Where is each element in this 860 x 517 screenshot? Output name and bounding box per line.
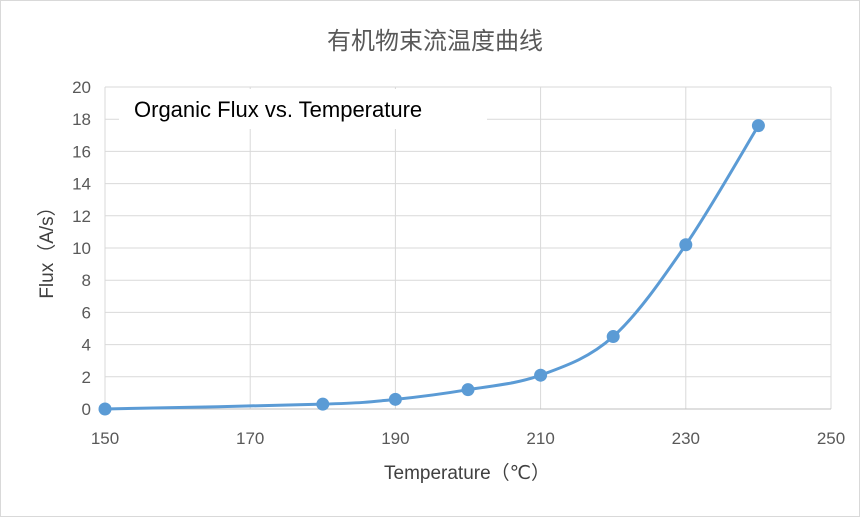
- x-tick-label: 150: [91, 429, 119, 448]
- x-tick-label: 190: [381, 429, 409, 448]
- chart-title: 有机物束流温度曲线: [327, 27, 543, 55]
- y-axis-ticks: 0 2 4 6 8 10 12 14 16 18 20: [72, 78, 91, 419]
- y-tick-label: 4: [82, 336, 91, 355]
- y-tick-label: 12: [72, 207, 91, 226]
- data-point: [316, 397, 330, 411]
- series-layer: [98, 119, 765, 416]
- annotation-box: [119, 89, 487, 129]
- y-tick-label: 14: [72, 175, 91, 194]
- y-tick-label: 16: [72, 142, 91, 161]
- data-point: [461, 383, 475, 397]
- y-tick-label: 2: [82, 368, 91, 387]
- y-axis-label: Flux（A/s）: [36, 197, 58, 298]
- y-tick-label: 20: [72, 78, 91, 97]
- y-tick-label: 10: [72, 239, 91, 258]
- x-axis-ticks: 150 170 190 210 230 250: [91, 429, 845, 448]
- annotation-text: Organic Flux vs. Temperature: [134, 97, 422, 122]
- gridlines: [104, 86, 832, 409]
- data-point: [534, 368, 548, 382]
- y-tick-label: 8: [82, 271, 91, 290]
- series-line: [104, 124, 760, 411]
- y-tick-label: 0: [82, 400, 91, 419]
- x-tick-label: 210: [526, 429, 554, 448]
- data-point: [98, 402, 112, 416]
- data-point: [679, 238, 693, 252]
- data-point: [751, 119, 765, 133]
- x-axis-label: Temperature（℃）: [384, 462, 550, 484]
- x-tick-label: 170: [236, 429, 264, 448]
- x-tick-label: 230: [672, 429, 700, 448]
- data-point: [388, 392, 402, 406]
- y-tick-label: 6: [82, 303, 91, 322]
- data-point: [606, 330, 620, 344]
- x-tick-label: 250: [817, 429, 845, 448]
- y-tick-label: 18: [72, 110, 91, 129]
